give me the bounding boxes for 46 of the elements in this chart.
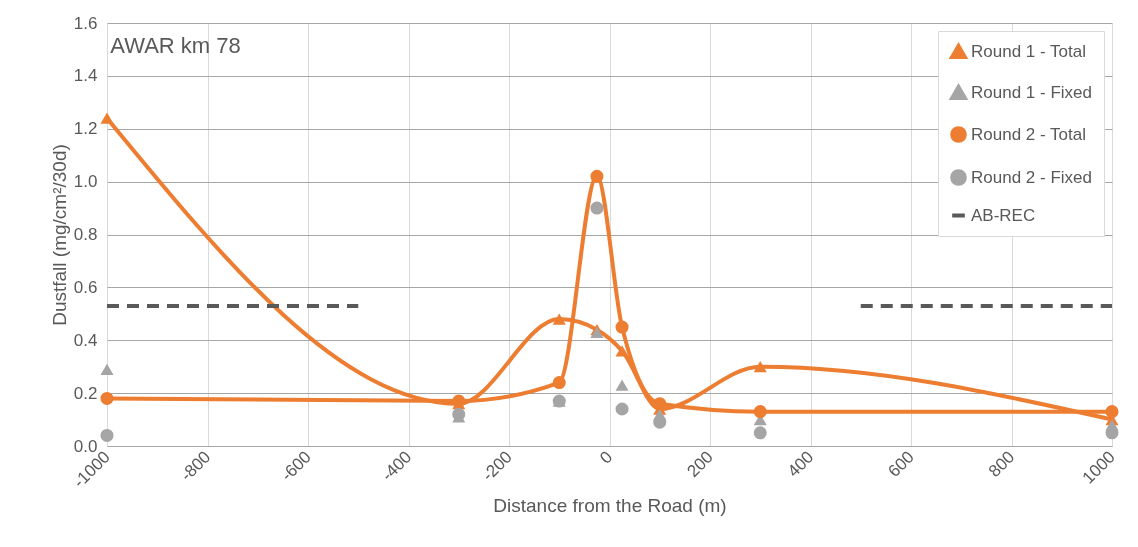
legend-label: Round 2 - Total — [971, 124, 1086, 144]
x-tick-label: 600 — [884, 447, 918, 481]
point — [100, 428, 114, 442]
legend-label: Round 1 - Fixed — [971, 82, 1092, 102]
y-tick-label: 0.6 — [73, 277, 98, 297]
y-tick-label: 0.4 — [73, 330, 98, 350]
x-tick-label: 200 — [683, 447, 717, 481]
point — [653, 397, 667, 411]
y-axis-title: Dustfall (mg/cm²/30d) — [48, 144, 70, 326]
y-tick-label: 1.2 — [73, 119, 98, 139]
y-tick-label: 0.2 — [73, 383, 98, 403]
point — [100, 391, 114, 405]
y-tick-label: 0.0 — [73, 436, 98, 456]
x-tick-label: 400 — [783, 447, 818, 481]
point — [590, 201, 604, 215]
point — [452, 407, 466, 421]
legend-label: AB-REC — [971, 205, 1036, 225]
point — [753, 426, 767, 440]
legend-label: Round 2 - Fixed — [971, 167, 1092, 187]
point — [615, 345, 629, 357]
y-tick-label: 0.8 — [73, 225, 98, 244]
x-tick-label: -400 — [377, 447, 416, 485]
x-tick-label: 800 — [984, 447, 1019, 481]
point — [552, 376, 566, 390]
point — [1105, 405, 1119, 419]
point — [552, 313, 566, 325]
point — [753, 405, 767, 419]
point — [590, 169, 604, 183]
x-tick-label: 0 — [596, 447, 617, 468]
point — [100, 112, 114, 124]
point — [653, 415, 667, 429]
x-tick-label: -800 — [176, 447, 215, 485]
point — [615, 402, 629, 416]
x-tick-label: -600 — [277, 447, 315, 485]
x-axis-title: Distance from the Road (m) — [493, 494, 727, 516]
point — [615, 320, 629, 334]
x-tick-label: -200 — [478, 447, 516, 485]
point — [100, 363, 114, 375]
point — [753, 361, 767, 373]
chart-title: AWAR km 78 — [110, 33, 241, 58]
legend-label: Round 1 - Total — [971, 41, 1086, 61]
y-tick-label: 1.0 — [73, 172, 98, 192]
point — [452, 394, 466, 408]
y-tick-label: 1.6 — [73, 13, 98, 33]
point — [615, 379, 629, 391]
y-tick-label: 1.4 — [73, 66, 98, 86]
